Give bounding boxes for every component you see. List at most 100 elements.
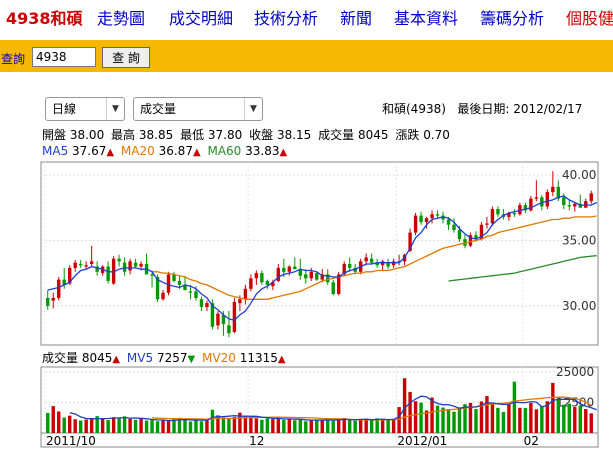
volume-bar (501, 411, 506, 433)
volume-bar (419, 402, 423, 433)
candle-body (408, 232, 412, 251)
change-label: 漲跌 (395, 128, 420, 142)
candle-body (155, 277, 160, 300)
volume-bar (567, 403, 571, 433)
candle-body (243, 288, 248, 300)
volume-bar (144, 420, 149, 433)
volume-bar (353, 420, 357, 433)
volume-bar (573, 407, 577, 433)
volume-bar (216, 415, 220, 433)
vol-legend-label: 成交量 (42, 351, 79, 365)
volume-bar (210, 409, 215, 433)
candle-body (298, 269, 302, 276)
candle-body (188, 291, 193, 293)
nav-item-0[interactable]: 4938和碩 (6, 9, 83, 28)
volume-bar (51, 406, 55, 433)
candle-body (271, 282, 275, 287)
price-tick-label: 30.00 (562, 299, 596, 313)
candle-body (194, 291, 198, 298)
volume-bar (468, 402, 473, 433)
volume-bar (194, 419, 198, 433)
candle-body (512, 212, 517, 215)
candle-body (589, 193, 593, 202)
nav-item-6[interactable]: 籌碼分析 (480, 9, 545, 28)
volume-bar (188, 421, 193, 433)
candle-body (578, 203, 582, 208)
stock-info: 和碩(4938) 最後日期: 2012/02/17 (382, 100, 582, 117)
volume-bar (128, 418, 132, 433)
volume-bar (260, 419, 264, 433)
mv20-label: MV20 (202, 351, 236, 365)
high-value: 38.85 (138, 128, 174, 142)
volume-bar (117, 418, 121, 433)
candle-body (216, 313, 220, 326)
stock-name-code: 和碩(4938) (382, 102, 446, 116)
volume-bar (518, 407, 522, 433)
volume-bar (584, 409, 588, 433)
nav-item-1[interactable]: 走勢圖 (97, 9, 146, 28)
volume-value: 8045 (357, 128, 389, 142)
candle-body (479, 224, 484, 240)
open-label: 開盤 (42, 128, 67, 142)
volume-bar (95, 416, 99, 433)
up-triangle-icon: ▲ (112, 354, 121, 365)
candle-body (342, 263, 346, 275)
ma20-line (152, 215, 597, 300)
volume-bar (347, 420, 352, 433)
candle-body (287, 266, 292, 272)
volume-bar (84, 419, 88, 433)
close-label: 收盤 (249, 128, 274, 142)
volume-bar (249, 416, 253, 433)
candle-body (545, 192, 550, 207)
volume-bar (62, 417, 66, 433)
volume-bar (413, 401, 418, 433)
candle-body (106, 266, 110, 281)
candle-body (518, 205, 522, 215)
volume-bar (397, 407, 401, 433)
candle-body (364, 257, 368, 262)
stock-code-input[interactable] (32, 47, 96, 67)
nav-item-2[interactable]: 成交明細 (169, 9, 234, 28)
candle-body (337, 274, 341, 295)
chevron-down-icon: ▼ (244, 98, 262, 120)
candle-body (562, 197, 566, 206)
nav-item-4[interactable]: 新聞 (340, 9, 373, 28)
candle-body (468, 235, 473, 246)
query-button[interactable]: 查 詢 (102, 47, 150, 68)
volume-bar (73, 419, 77, 433)
close-value: 38.15 (276, 128, 312, 142)
candle-body (254, 273, 259, 279)
nav-item-3[interactable]: 技術分析 (254, 9, 319, 28)
candle-body (369, 258, 374, 263)
down-triangle-icon: ▼ (187, 354, 196, 365)
price-stats: 開盤 38.00 最高 38.85 最低 37.80 收盤 38.15 成交量 … (42, 126, 450, 143)
query-bar: 查詢 查 詢 (0, 40, 613, 72)
ma60-label: MA60 (207, 144, 242, 158)
candle-body (122, 262, 127, 272)
candle-body (238, 299, 242, 304)
low-value: 37.80 (207, 128, 243, 142)
low-label: 最低 (180, 128, 205, 142)
query-label: 查詢 (1, 52, 26, 66)
candle-body (452, 224, 456, 230)
volume-bar (122, 416, 127, 433)
candle-body (84, 265, 88, 267)
volume-bar (529, 402, 533, 433)
candle-body (331, 282, 335, 295)
volume-bar (276, 417, 281, 433)
nav-item-5[interactable]: 基本資料 (394, 9, 459, 28)
volume-bar (304, 421, 308, 433)
candle-body (446, 219, 451, 225)
candle-body (276, 267, 281, 281)
indicator-select[interactable]: 成交量 ▼ (133, 97, 263, 121)
candle-body (221, 314, 226, 325)
mv20-value: 11315 (239, 351, 278, 365)
volume-label: 成交量 (318, 128, 355, 142)
nav-item-7[interactable]: 個股健 (566, 9, 613, 28)
volume-bar (221, 417, 226, 433)
volume-bar (490, 404, 495, 433)
volume-bar (287, 419, 292, 433)
volume-bar (254, 418, 259, 433)
volume-bar (534, 409, 539, 433)
period-select[interactable]: 日線 ▼ (45, 97, 125, 121)
